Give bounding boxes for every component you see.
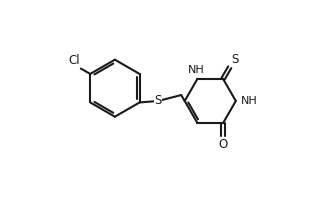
Text: O: O <box>218 138 228 151</box>
Text: Cl: Cl <box>68 54 80 67</box>
Text: S: S <box>231 53 238 66</box>
Text: NH: NH <box>187 65 204 75</box>
Text: S: S <box>154 94 162 108</box>
Text: NH: NH <box>241 96 258 106</box>
